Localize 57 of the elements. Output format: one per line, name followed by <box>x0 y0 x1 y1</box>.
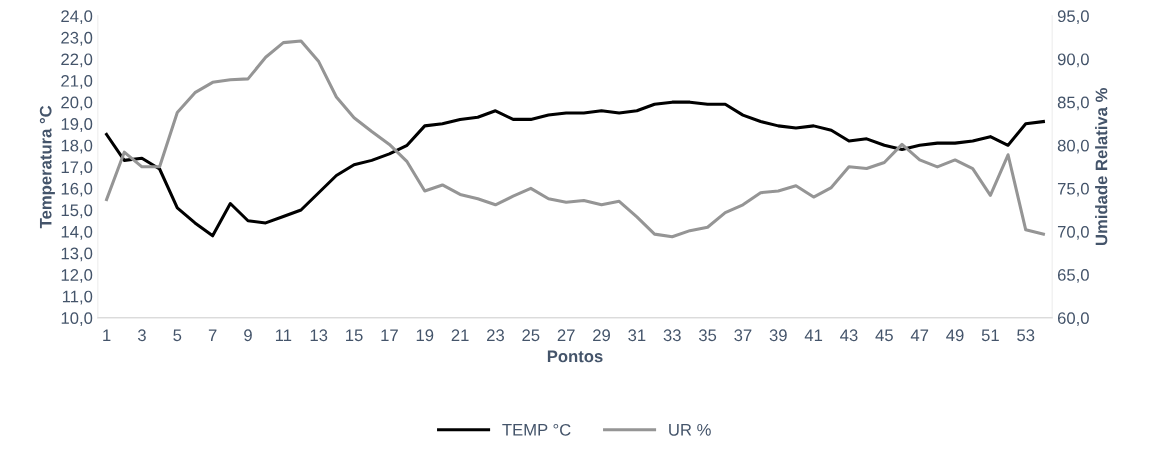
y2-tick-label: 80,0 <box>1057 139 1089 154</box>
legend-label: TEMP °C <box>502 423 571 436</box>
x-tick-label: 27 <box>557 329 575 341</box>
y2-tick-label: 70,0 <box>1057 225 1089 240</box>
y-tick-label: 20,0 <box>61 96 93 111</box>
y2-tick-label: 60,0 <box>1057 312 1089 326</box>
x-tick-label: 19 <box>416 329 434 342</box>
x-tick-label: 53 <box>1017 329 1035 342</box>
y-tick-label: 24,0 <box>61 10 93 25</box>
x-tick-label: 3 <box>137 329 146 342</box>
line-series <box>105 39 1045 239</box>
y-tick-label: 15,0 <box>61 204 93 219</box>
y2-tick-label: 95,0 <box>1057 10 1089 25</box>
x-tick-label: 25 <box>522 329 540 342</box>
x-tick-label: 7 <box>208 329 217 341</box>
x-tick-label: 33 <box>663 329 681 342</box>
y2-axis-title: Umidade Relativa % <box>1095 88 1108 246</box>
y2-tick-label: 75,0 <box>1057 182 1089 197</box>
x-tick-label: 1 <box>103 329 111 341</box>
y-tick-label: 21,0 <box>61 74 93 89</box>
x-tick-label: 13 <box>310 329 328 342</box>
x-tick-label: 35 <box>698 329 717 342</box>
x-tick-label: 39 <box>769 329 787 342</box>
x-tick-label: 45 <box>875 329 893 342</box>
y-axis-title: Temperatura °C <box>39 105 55 229</box>
x-tick-label: 21 <box>451 329 469 341</box>
y2-tick-label: 85,0 <box>1057 96 1089 111</box>
y2-tick-label: 90,0 <box>1057 53 1089 68</box>
y-tick-label: 19,0 <box>61 118 93 132</box>
y-tick-label: 10,0 <box>61 312 93 326</box>
y-tick-label: 18,0 <box>61 139 93 154</box>
x-tick-label: 29 <box>593 329 610 342</box>
x-tick-label: 15 <box>346 329 363 342</box>
legend-label: UR % <box>669 423 711 436</box>
y-tick-label: 12,0 <box>61 269 93 283</box>
y-tick-label: 16,0 <box>61 182 93 197</box>
x-tick-label: 47 <box>910 329 929 341</box>
x-tick-label: 5 <box>173 329 182 342</box>
line-series <box>105 100 1045 238</box>
x-tick-label: 43 <box>840 329 858 342</box>
x-axis-title: Pontos <box>547 350 603 363</box>
x-tick-label: 11 <box>275 329 292 341</box>
y-tick-label: 14,0 <box>61 225 93 240</box>
x-tick-label: 17 <box>381 329 398 341</box>
y2-tick-label: 65,0 <box>1057 269 1089 283</box>
x-tick-label: 23 <box>487 329 504 342</box>
x-tick-label: 31 <box>628 329 646 342</box>
y-tick-label: 23,0 <box>61 31 93 46</box>
y-tick-label: 22,0 <box>61 53 93 68</box>
y-tick-label: 17,0 <box>61 161 93 176</box>
y-tick-label: 11,0 <box>62 290 93 305</box>
x-tick-label: 51 <box>981 329 999 342</box>
x-tick-label: 9 <box>244 329 252 342</box>
x-tick-label: 41 <box>804 329 823 341</box>
y-tick-label: 13,0 <box>61 247 93 262</box>
x-tick-label: 49 <box>946 329 964 342</box>
x-tick-label: 37 <box>734 329 752 342</box>
